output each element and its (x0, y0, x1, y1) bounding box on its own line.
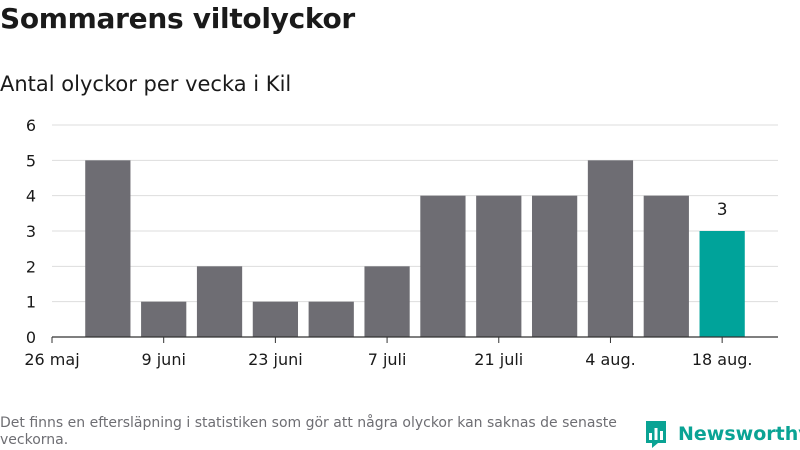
x-tick-label: 18 aug. (692, 350, 753, 369)
y-tick-label: 1 (26, 293, 36, 312)
bar (587, 160, 634, 337)
newsworthy-logo-icon (646, 421, 666, 448)
bar-chart: 0 1 2 3 4 5 6 3 26 maj 9 juni 23 juni 7 juli 21 juli… (24, 116, 778, 369)
brand-logo[interactable]: Newsworthy (644, 418, 800, 450)
bar (476, 195, 522, 337)
bar (420, 195, 466, 337)
bar (252, 301, 299, 337)
bar (85, 160, 131, 337)
x-tick-label: 26 maj (24, 350, 79, 369)
x-tick-label: 23 juni (248, 350, 303, 369)
footnote: Det finns en eftersläpning i statistiken… (0, 415, 617, 448)
y-tick-label: 4 (26, 187, 36, 206)
y-tick-label: 3 (26, 222, 36, 241)
bar (364, 266, 410, 337)
x-tick-label: 7 juli (368, 350, 407, 369)
y-tick-label: 5 (26, 151, 36, 170)
brand-name: Newsworthy (678, 423, 800, 445)
y-tick-label: 6 (26, 116, 36, 135)
bar (141, 301, 187, 337)
data-label: 3 (717, 200, 728, 220)
bar-highlight (699, 231, 745, 337)
y-tick-label: 2 (26, 257, 36, 276)
bar (308, 301, 354, 337)
bar (643, 195, 689, 337)
chart-title: Sommarens viltolyckor (0, 2, 355, 35)
bar (196, 266, 243, 337)
x-tick-label: 4 aug. (585, 350, 635, 369)
chart-subtitle: Antal olyckor per vecka i Kil (0, 72, 292, 96)
x-tick-label: 9 juni (141, 350, 185, 369)
bar (531, 195, 578, 337)
y-tick-label: 0 (26, 328, 36, 347)
x-tick-label: 21 juli (474, 350, 523, 369)
